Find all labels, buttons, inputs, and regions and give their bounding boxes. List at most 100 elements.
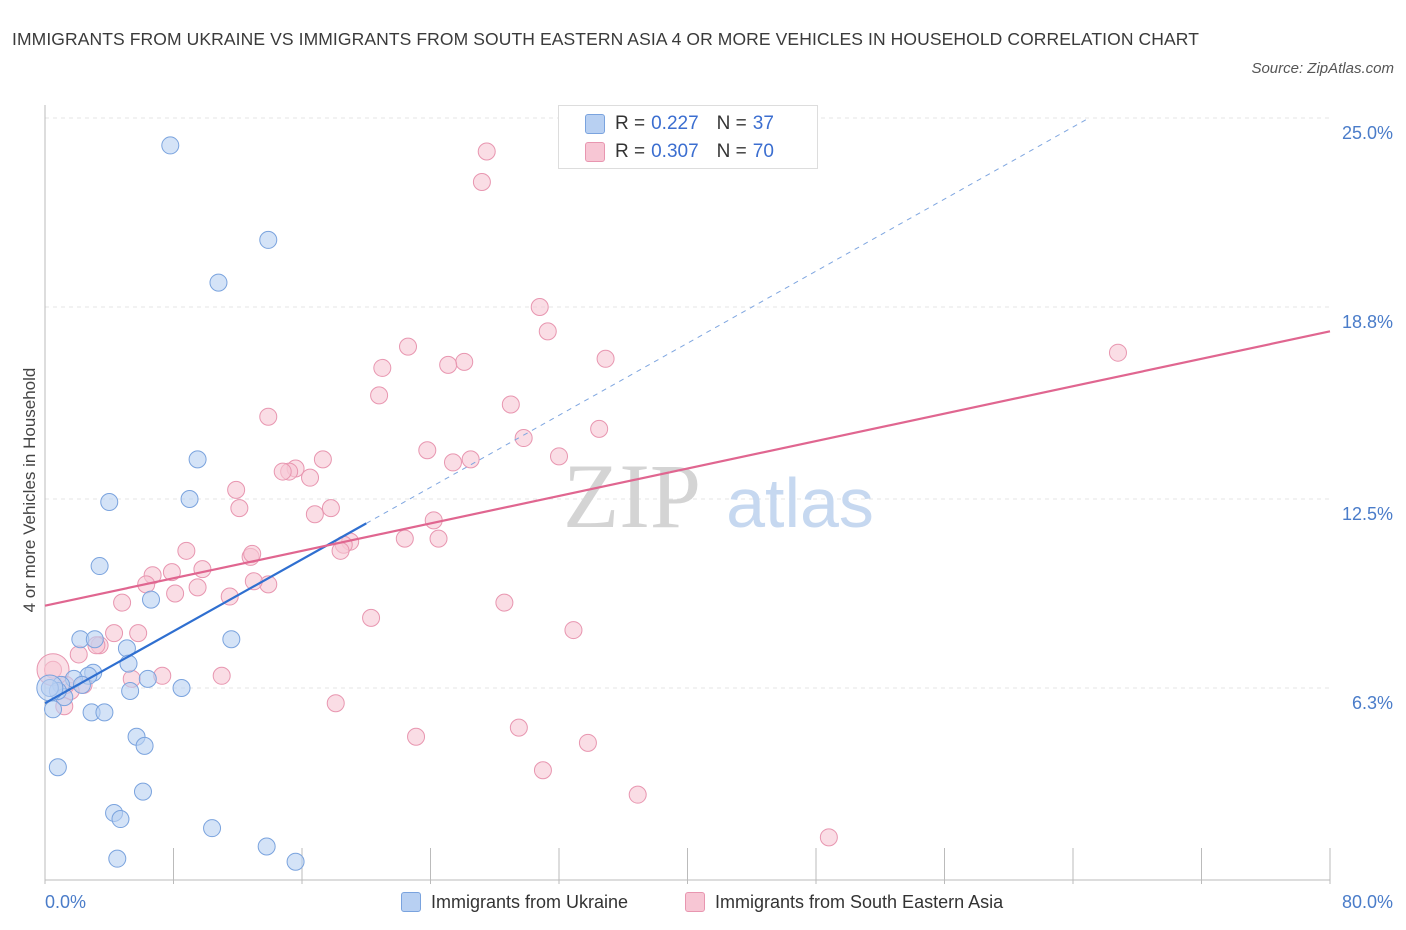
sea-point — [564, 621, 583, 640]
sea-point — [273, 462, 292, 481]
gridlines — [45, 117, 1330, 689]
y-tick-label: 25.0% — [1342, 123, 1393, 143]
sea-point — [472, 173, 491, 192]
legend-n-label: N = — [716, 141, 747, 162]
sea-point — [193, 560, 212, 579]
sea-point — [443, 453, 462, 472]
legend-r-label: R = — [615, 113, 646, 134]
ukraine-point — [85, 630, 104, 649]
sea-point — [177, 541, 196, 560]
ukraine-legend-swatch — [401, 892, 421, 912]
sea-point — [395, 529, 414, 548]
sea-point — [113, 593, 132, 612]
sea-point — [370, 386, 389, 405]
chart-title: IMMIGRANTS FROM UKRAINE VS IMMIGRANTS FR… — [12, 29, 1199, 49]
sea-point — [105, 624, 124, 643]
correlation-legend: R = 0.227 N = 37 R = 0.307 N = 70 — [558, 105, 818, 169]
trend-lines — [44, 117, 1331, 705]
tick-labels: 6.3% 12.5% 18.8% 25.0% 0.0% 80.0% — [45, 123, 1393, 912]
sea-legend-label: Immigrants from South Eastern Asia — [715, 891, 1004, 912]
sea-point — [166, 584, 185, 603]
bottom-legend-sea: Immigrants from South Eastern Asia — [685, 889, 1003, 915]
sea-point — [628, 785, 647, 804]
sea-point — [590, 419, 609, 438]
ukraine-point — [142, 590, 161, 609]
ukraine-swatch — [585, 114, 605, 134]
ukraine-point — [222, 630, 241, 649]
sea-point — [129, 624, 148, 643]
sea-point — [188, 578, 207, 597]
ukraine-point — [95, 703, 114, 722]
legend-row-ukraine: R = 0.227 N = 37 — [585, 112, 774, 136]
sea-point — [439, 355, 458, 374]
sea-trend-line — [44, 330, 1331, 607]
axes — [44, 105, 1331, 884]
ukraine-point — [108, 849, 127, 868]
ukraine-point — [180, 490, 199, 508]
sea-point — [495, 593, 514, 612]
sea-point — [69, 645, 88, 664]
y-tick-label: 12.5% — [1342, 504, 1393, 524]
sea-point — [509, 718, 528, 737]
sea-point — [227, 480, 246, 499]
sea-point — [550, 447, 568, 466]
sea-point — [362, 608, 381, 627]
sea-point — [407, 727, 426, 746]
sea-point — [455, 352, 474, 371]
sea-point — [429, 529, 448, 548]
sea-point — [461, 450, 480, 469]
ukraine-point — [161, 136, 180, 155]
legend-n-value-ukraine: 37 — [752, 113, 774, 134]
sea-point — [1108, 343, 1127, 362]
ukraine-point — [286, 852, 305, 871]
sea-point — [321, 499, 340, 518]
ukraine-point — [257, 837, 276, 856]
ukraine-point — [172, 678, 191, 697]
sea-point — [373, 358, 392, 377]
ukraine-point — [135, 736, 154, 755]
sea-point — [514, 429, 533, 448]
sea-point — [301, 468, 320, 487]
ukraine-point — [133, 782, 152, 801]
watermark: ZIP atlas — [563, 445, 874, 547]
sea-point — [501, 395, 520, 414]
ukraine-point — [90, 557, 109, 576]
legend-r-value-sea: 0.307 — [651, 141, 699, 162]
ukraine-point — [188, 450, 207, 469]
watermark-zip: ZIP — [563, 445, 701, 547]
sea-swatch — [585, 142, 605, 162]
sea-point — [162, 563, 181, 582]
sea-point — [538, 322, 557, 341]
sea-point — [819, 828, 838, 847]
y-tick-label: 18.8% — [1342, 312, 1393, 332]
legend-row-sea: R = 0.307 N = 70 — [585, 140, 774, 164]
x-tick-label-max: 80.0% — [1342, 892, 1393, 912]
legend-r-value-ukraine: 0.227 — [651, 113, 699, 134]
ukraine-point — [138, 669, 157, 688]
ukraine-point — [100, 493, 119, 512]
ukraine-point — [209, 273, 228, 292]
sea-points — [36, 142, 1127, 847]
sea-point — [399, 337, 418, 356]
y-tick-label: 6.3% — [1352, 693, 1393, 713]
sea-point — [313, 450, 332, 469]
sea-point — [220, 587, 239, 606]
ukraine-cluster-point — [36, 674, 64, 702]
ukraine-point — [259, 230, 278, 249]
watermark-atlas: atlas — [726, 464, 874, 542]
sea-point — [477, 142, 496, 161]
ukraine-point — [111, 810, 130, 829]
legend-n-label: N = — [716, 113, 747, 134]
ukraine-point — [48, 758, 67, 777]
sea-point — [305, 505, 324, 524]
ukraine-trend-line — [44, 522, 367, 705]
x-tick-label-min: 0.0% — [45, 892, 86, 912]
legend-n-value-sea: 70 — [752, 141, 774, 162]
sea-point — [578, 733, 597, 752]
sea-point — [533, 761, 552, 780]
sea-point — [530, 297, 549, 316]
sea-point — [326, 694, 345, 713]
sea-point — [259, 407, 278, 426]
bottom-legend-ukraine: Immigrants from Ukraine — [401, 889, 628, 915]
